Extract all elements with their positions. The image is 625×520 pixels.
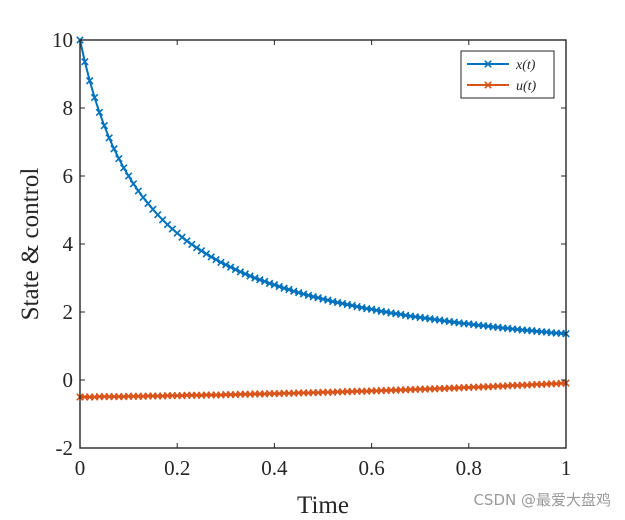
- y-tick-label: 2: [63, 300, 74, 324]
- data-point: [231, 265, 240, 274]
- x-tick-label: 0.6: [358, 456, 384, 480]
- x-tick-label: 0.8: [456, 456, 482, 480]
- y-tick-label: 6: [63, 164, 74, 188]
- legend-marker: [484, 60, 492, 68]
- x-axis-label: Time: [297, 492, 349, 519]
- data-point: [202, 250, 211, 258]
- data-point: [95, 108, 104, 117]
- data-point: [270, 281, 279, 289]
- data-point: [81, 57, 89, 66]
- data-point: [115, 154, 123, 163]
- data-point: [251, 274, 259, 282]
- data-point: [129, 180, 138, 188]
- legend-entry-0: x(t): [467, 58, 536, 73]
- legend-entry-1: u(t): [467, 79, 537, 94]
- data-point: [226, 263, 235, 271]
- watermark: CSDN @最爱大盘鸡: [473, 491, 611, 509]
- data-point: [246, 272, 254, 280]
- data-point: [275, 282, 284, 291]
- data-point: [260, 277, 269, 286]
- legend-label: u(t): [516, 79, 537, 94]
- legend: x(t) u(t): [460, 50, 555, 99]
- y-tick-label: 4: [63, 232, 74, 256]
- data-point: [285, 285, 293, 294]
- data-point: [110, 145, 118, 153]
- data-point: [212, 255, 220, 264]
- data-point: [139, 193, 147, 202]
- data-point: [105, 134, 113, 142]
- legend-label: x(t): [515, 58, 536, 73]
- series-1: [76, 379, 570, 401]
- data-point: [192, 243, 201, 252]
- data-point: [236, 268, 245, 276]
- y-tick-label: 8: [63, 96, 74, 120]
- plot-area: [80, 40, 566, 448]
- data-point: [119, 164, 128, 172]
- data-point: [217, 258, 225, 267]
- data-point: [197, 247, 206, 255]
- legend-marker: [484, 81, 492, 89]
- x-tick-label: 0.4: [261, 456, 288, 480]
- x-tick-label: 1: [561, 456, 572, 480]
- y-tick-label: -2: [56, 436, 74, 460]
- data-point: [241, 270, 250, 278]
- series-layer: [76, 36, 570, 401]
- data-point: [90, 93, 99, 102]
- legend-box: [460, 50, 555, 99]
- x-tick-label: 0.2: [164, 456, 190, 480]
- data-point: [85, 77, 94, 85]
- data-point: [134, 187, 143, 195]
- data-point: [207, 253, 215, 261]
- series-0: [76, 36, 570, 338]
- data-point: [100, 121, 109, 130]
- data-point: [256, 275, 264, 284]
- data-point: [222, 260, 230, 269]
- data-point: [188, 240, 196, 249]
- axes-layer: [79, 39, 567, 449]
- y-tick-label: 0: [63, 368, 74, 392]
- x-tick-label: 0: [75, 456, 86, 480]
- data-point: [183, 237, 191, 245]
- data-point: [124, 172, 133, 180]
- y-axis-label: State & control: [17, 168, 44, 321]
- y-tick-label: 10: [52, 28, 73, 52]
